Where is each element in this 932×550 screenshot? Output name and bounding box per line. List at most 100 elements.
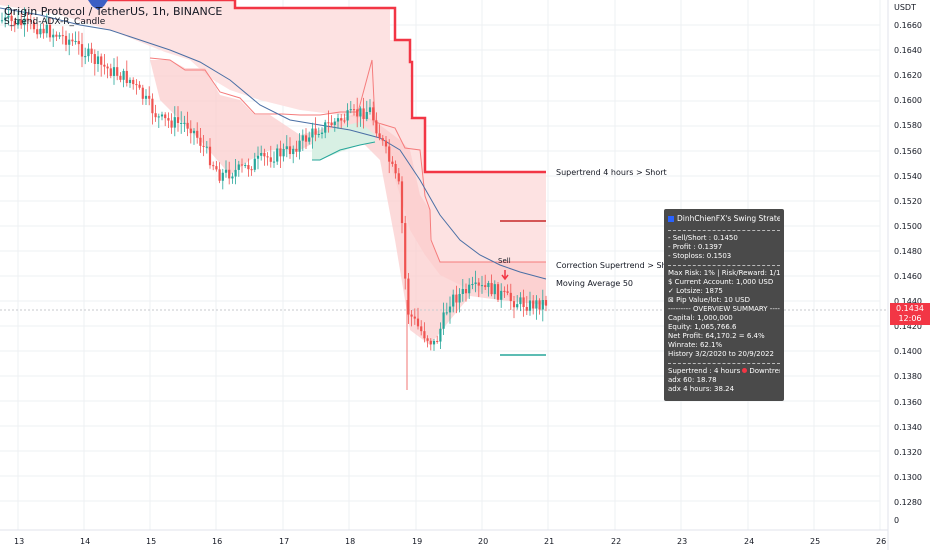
candle-body [506, 291, 509, 293]
candle-body [132, 79, 135, 85]
candle-body [487, 283, 490, 288]
candle-body [352, 109, 356, 111]
candle-body [359, 108, 362, 117]
candle-body [490, 283, 493, 295]
candle-body [39, 28, 42, 35]
candle-body [266, 156, 269, 158]
candle-body [45, 24, 48, 34]
candle-body [106, 66, 109, 69]
candle-body [368, 107, 372, 113]
candle-body [0, 20, 4, 22]
candle-body [461, 288, 464, 294]
candle-body [362, 108, 365, 119]
candle-body [16, 19, 20, 26]
supertrend-label: Supertrend 4 hours > Short [556, 168, 667, 177]
candle-body [224, 169, 228, 173]
candle-body [538, 300, 541, 310]
price-tick-label: 0.1460 [894, 272, 922, 281]
indicator-title[interactable]: S_trend-ADX-R_Candle [4, 17, 106, 27]
candle-body [272, 161, 276, 163]
candle-body [311, 128, 314, 138]
panel-line: ⊠ Pip Value/lot: 10 USD [668, 296, 750, 304]
candle-body [167, 118, 170, 121]
currency-label: USDT [894, 3, 916, 12]
candle-body [388, 146, 391, 162]
candle-body [52, 34, 55, 38]
candle-body [263, 153, 266, 157]
candle-body [279, 148, 282, 157]
panel-line: - Stoploss: 0.1503 [668, 252, 732, 260]
candle-body [122, 70, 125, 80]
candle-body [74, 40, 77, 42]
candle-body [324, 122, 327, 133]
price-tick-label: 0.1540 [894, 171, 922, 181]
candle-body [413, 316, 416, 319]
candle-body [301, 135, 304, 141]
candle-body [512, 301, 516, 308]
candle-body [397, 173, 400, 182]
panel-line: Max Risk: 1% | Risk/Reward: 1/1 [668, 269, 780, 277]
strategy-panel: DinhChienFX's Swing Strategy - Sell/Shor… [664, 209, 784, 401]
panel-line: History 3/2/2020 to 20/9/2022 [668, 350, 774, 358]
candle-body [455, 294, 458, 303]
price-tick-label: 0.1580 [894, 121, 922, 131]
candle-body [525, 307, 528, 311]
price-tick-label: 0.1420 [894, 322, 922, 332]
candle-body [180, 122, 183, 124]
candle-body [356, 109, 359, 117]
candle-body [93, 54, 96, 64]
candle-body [391, 161, 394, 164]
panel-line: --------- OVERVIEW SUMMARY --------- [668, 305, 780, 313]
candle-body [295, 148, 298, 152]
supertrend-status-value: Downtrend [749, 367, 780, 375]
panel-line: adx 60: 18.78 [668, 376, 717, 384]
candle-body [55, 34, 58, 37]
candle-body [234, 169, 237, 177]
downtrend-dot-icon [742, 368, 748, 373]
candle-body [420, 326, 423, 332]
candle-body [375, 120, 378, 134]
supertrend-status-label: Supertrend : 4 hours [668, 367, 741, 375]
moving-average-line [0, 7, 547, 280]
candle-body [183, 122, 186, 124]
candle-body [68, 39, 71, 45]
candle-body [480, 285, 484, 287]
candle-body [407, 278, 410, 315]
panel-line: - Profit : 0.1397 [668, 243, 723, 251]
candle-body [471, 284, 474, 286]
candle-body [269, 157, 272, 162]
price-tick-label: 0.1400 [894, 347, 922, 357]
candle-body [135, 84, 138, 86]
candle-body [410, 314, 413, 317]
candle-body [84, 56, 87, 58]
price-tick-label: 0.1660 [894, 21, 922, 30]
candle-body [157, 116, 160, 118]
sell-label: Sell [498, 257, 511, 265]
candle-body [192, 130, 196, 134]
candle-body [80, 44, 84, 57]
candle-body [452, 294, 455, 307]
candle-body [160, 114, 164, 117]
panel-line: Capital: 1,000,000 [668, 314, 733, 322]
candle-body [276, 148, 279, 162]
candle-body [484, 285, 487, 288]
candle-body [151, 98, 154, 114]
symbol-title[interactable]: Origin Protocol / TetherUS, 1h, BINANCE [4, 5, 223, 18]
candle-body [202, 145, 205, 147]
price-tick-label: 0.1600 [894, 96, 922, 106]
panel-line: Equity: 1,065,766.6 [668, 323, 737, 331]
candles [0, 4, 548, 390]
candle-body [36, 29, 39, 35]
candle-body [228, 169, 231, 179]
price-tick-label: 0.1320 [894, 447, 922, 457]
candle-body [445, 312, 448, 314]
candle-body [416, 318, 420, 327]
supertrend-line [100, 0, 546, 174]
candle-body [212, 165, 215, 167]
candle-body [384, 140, 388, 147]
sell-arrow-icon [501, 270, 509, 281]
candle-body [240, 164, 244, 166]
candle-body [4, 17, 7, 21]
candle-body [48, 24, 52, 38]
